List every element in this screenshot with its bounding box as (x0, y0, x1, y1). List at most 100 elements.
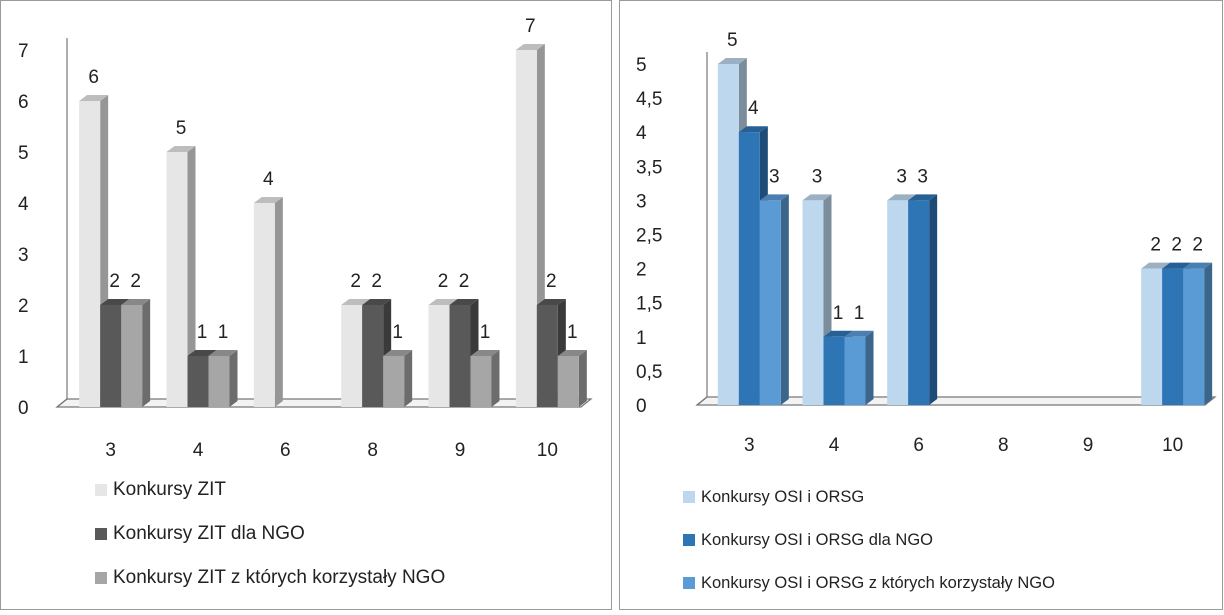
data-label: 1 (392, 322, 403, 343)
data-label: 2 (546, 271, 557, 292)
data-label: 2 (459, 271, 470, 292)
data-label: 4 (748, 98, 759, 119)
bar-side (229, 350, 238, 407)
y-tick-label: 2 (636, 260, 647, 281)
bar-front (362, 305, 384, 407)
bar-front (515, 50, 537, 407)
bar-front (823, 336, 845, 405)
bar-side (929, 194, 938, 405)
x-tick-label: 8 (998, 435, 1009, 456)
y-tick-label: 2 (18, 296, 29, 317)
y-tick-label: 1 (18, 347, 29, 368)
data-label: 2 (438, 271, 449, 292)
bar-front (253, 203, 275, 407)
bar-top (802, 194, 832, 201)
bar (557, 350, 587, 407)
y-tick-label: 1,5 (636, 294, 662, 315)
legend-label: Konkursy ZIT (113, 479, 226, 500)
y-tick-label: 5 (636, 55, 647, 76)
data-label: 1 (197, 322, 208, 343)
x-tick-label: 8 (367, 440, 378, 461)
legend-swatch (683, 577, 695, 589)
bar-top (449, 299, 479, 305)
bar-top (121, 299, 151, 305)
bar-front (341, 305, 363, 407)
bar (1183, 262, 1213, 405)
bar-front (908, 200, 930, 405)
x-tick-label: 4 (829, 435, 840, 456)
legend-item-osi-ngo: Konkursy OSI i ORSG dla NGO (683, 529, 1055, 551)
bar-top (844, 330, 874, 337)
axis-corner (696, 396, 708, 406)
y-tick-label: 6 (18, 92, 29, 113)
data-label: 2 (109, 271, 120, 292)
legend-item-zit-used-ngo: Konkursy ZIT z których korzystały NGO (95, 567, 445, 589)
x-tick-label: 10 (537, 440, 558, 461)
x-tick-label: 6 (280, 440, 291, 461)
bar-front (166, 152, 188, 407)
bar-front (187, 356, 209, 407)
bar-top (470, 350, 500, 356)
data-label: 7 (525, 16, 536, 37)
y-tick-label: 3,5 (636, 157, 662, 178)
x-tick-label: 6 (913, 435, 924, 456)
bar-front (738, 132, 760, 405)
bar-top (515, 44, 545, 50)
bar-front (759, 200, 781, 405)
legend-swatch (95, 528, 107, 540)
y-tick-label: 4 (636, 123, 647, 144)
data-label: 3 (896, 166, 907, 187)
bar-side (1204, 262, 1213, 405)
bar-top (738, 126, 768, 133)
bar-front (121, 305, 143, 407)
data-label: 2 (1150, 235, 1161, 256)
legend-osi: Konkursy OSI i ORSG Konkursy OSI i ORSG … (683, 486, 1055, 615)
bar-top (1162, 262, 1192, 269)
y-tick-label: 3 (636, 191, 647, 212)
bar-top (253, 197, 283, 203)
bar-side (404, 350, 413, 407)
bar-front (1141, 268, 1163, 405)
legend-swatch (683, 534, 695, 546)
bar-front (1183, 268, 1205, 405)
x-tick-label: 3 (105, 440, 116, 461)
bar-side (780, 194, 789, 405)
bar-top (717, 58, 747, 64)
data-label: 6 (88, 67, 99, 88)
bar-top (166, 146, 196, 152)
bar-top (908, 194, 938, 201)
bar-top (536, 299, 566, 305)
bar (253, 197, 283, 407)
legend-label: Konkursy ZIT z których korzystały NGO (113, 567, 446, 588)
bar-top (341, 299, 371, 305)
bar-front (383, 356, 405, 407)
bar-side (578, 350, 587, 407)
data-label: 3 (769, 166, 780, 187)
x-tick-label: 9 (1083, 435, 1094, 456)
x-tick-label: 9 (455, 440, 466, 461)
legend-zit: Konkursy ZIT Konkursy ZIT dla NGO Konkur… (95, 479, 445, 611)
bar (121, 299, 151, 407)
data-label: 2 (1192, 235, 1203, 256)
bar-side (274, 197, 283, 407)
legend-swatch (95, 572, 107, 584)
bar-front (844, 336, 866, 405)
bar-side (491, 350, 500, 407)
data-label: 1 (480, 322, 491, 343)
bar-top (557, 350, 587, 356)
bar-front (208, 356, 230, 407)
legend-item-zit: Konkursy ZIT (95, 479, 445, 501)
data-label: 3 (917, 166, 928, 187)
data-label: 2 (371, 271, 382, 292)
data-label: 1 (833, 303, 844, 324)
data-label: 2 (1171, 235, 1182, 256)
bar-front (887, 200, 909, 405)
y-tick-label: 0,5 (636, 362, 662, 383)
bar-front (79, 101, 101, 407)
data-label: 3 (812, 166, 823, 187)
bar-top (887, 194, 917, 201)
data-label: 2 (350, 271, 361, 292)
y-tick-label: 2,5 (636, 226, 662, 247)
